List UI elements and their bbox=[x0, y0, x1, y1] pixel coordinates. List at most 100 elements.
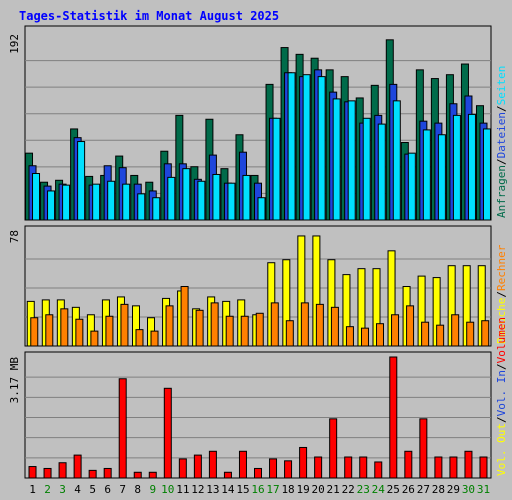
x-tick-label-day-5: 5 bbox=[89, 483, 96, 496]
bar-volumen-day-12 bbox=[193, 454, 202, 479]
bar-seiten-day-14 bbox=[227, 182, 236, 221]
bar-volumen-day-26 bbox=[404, 450, 413, 479]
bar-rechner-day-21 bbox=[330, 306, 339, 347]
legend-panel-3: Vol. Out/Vol. In/Volumen bbox=[495, 317, 508, 476]
x-tick-label-day-4: 4 bbox=[74, 483, 81, 496]
bar-rechner-day-8 bbox=[135, 329, 144, 347]
bar-volumen-day-29 bbox=[449, 456, 458, 479]
bar-rechner-day-22 bbox=[345, 326, 354, 347]
bar-volumen-day-14 bbox=[223, 471, 232, 479]
x-tick-label-day-22: 22 bbox=[342, 483, 355, 496]
bar-volumen-day-20 bbox=[314, 456, 323, 479]
bar-volumen-day-19 bbox=[299, 446, 308, 479]
bar-volumen-day-30 bbox=[464, 450, 473, 479]
y-axis-max-label: 192 bbox=[8, 34, 21, 54]
legend-separator: / bbox=[495, 291, 508, 298]
bar-rechner-day-28 bbox=[436, 324, 445, 347]
bar-volumen-day-25 bbox=[389, 356, 398, 479]
bar-seiten-day-2 bbox=[47, 190, 56, 221]
bar-seiten-day-17 bbox=[272, 117, 281, 221]
x-tick-label-day-25: 25 bbox=[387, 483, 400, 496]
bar-seiten-day-1 bbox=[32, 173, 41, 221]
bar-rechner-day-20 bbox=[315, 303, 324, 347]
bar-rechner-day-23 bbox=[360, 327, 369, 347]
x-tick-label-day-24: 24 bbox=[372, 483, 386, 496]
bar-volumen-day-21 bbox=[329, 418, 338, 479]
bar-seiten-day-27 bbox=[422, 129, 431, 221]
bar-rechner-day-27 bbox=[421, 321, 430, 347]
y-axis-max-label: 78 bbox=[8, 230, 21, 243]
x-tick-label-day-3: 3 bbox=[59, 483, 66, 496]
x-tick-label-day-14: 14 bbox=[221, 483, 235, 496]
bar-rechner-day-26 bbox=[406, 305, 415, 347]
x-tick-label-day-23: 23 bbox=[357, 483, 370, 496]
bar-seiten-day-23 bbox=[362, 117, 371, 221]
bar-volumen-day-28 bbox=[434, 456, 443, 479]
bar-rechner-day-3 bbox=[60, 308, 69, 347]
bar-volumen-day-15 bbox=[238, 450, 247, 479]
bar-seiten-day-7 bbox=[122, 183, 131, 221]
bar-volumen-day-4 bbox=[73, 454, 82, 479]
bar-volumen-day-13 bbox=[208, 450, 217, 479]
x-tick-label-day-12: 12 bbox=[191, 483, 204, 496]
bar-seiten-day-19 bbox=[302, 74, 311, 221]
bar-seiten-day-25 bbox=[392, 100, 401, 221]
bar-rechner-day-30 bbox=[466, 321, 475, 347]
bar-rechner-day-2 bbox=[45, 314, 54, 347]
x-tick-label-day-10: 10 bbox=[161, 483, 174, 496]
bar-volumen-day-1 bbox=[28, 466, 37, 479]
bar-volumen-day-10 bbox=[163, 387, 172, 479]
x-tick-label-day-28: 28 bbox=[432, 483, 445, 496]
x-tick-label-day-30: 30 bbox=[462, 483, 475, 496]
bar-volumen-day-9 bbox=[148, 471, 157, 479]
bar-rechner-day-18 bbox=[285, 320, 294, 347]
bar-volumen-day-17 bbox=[269, 458, 278, 479]
bar-rechner-day-6 bbox=[105, 315, 114, 347]
bar-rechner-day-14 bbox=[225, 315, 234, 347]
bar-rechner-day-9 bbox=[150, 330, 159, 347]
bar-rechner-day-5 bbox=[90, 330, 99, 347]
x-tick-label-day-6: 6 bbox=[104, 483, 111, 496]
bar-volumen-day-23 bbox=[359, 456, 368, 479]
bar-rechner-day-16 bbox=[255, 312, 264, 347]
panel-frame bbox=[24, 351, 492, 479]
bar-volumen-day-16 bbox=[254, 467, 262, 479]
bar-volumen-day-11 bbox=[178, 458, 187, 479]
bar-seiten-day-8 bbox=[137, 193, 146, 221]
x-tick-label-day-9: 9 bbox=[149, 483, 156, 496]
legend-separator: / bbox=[495, 158, 508, 165]
bar-rechner-day-10 bbox=[165, 305, 174, 347]
legend-item-volumen: Volumen bbox=[495, 317, 508, 363]
x-tick-label-day-17: 17 bbox=[266, 483, 279, 496]
bar-volumen-day-3 bbox=[58, 462, 67, 479]
bar-seiten-day-26 bbox=[407, 152, 416, 221]
x-tick-label-day-11: 11 bbox=[176, 483, 189, 496]
bar-volumen-day-18 bbox=[284, 460, 293, 479]
bar-seiten-day-3 bbox=[62, 184, 71, 221]
bar-seiten-day-15 bbox=[242, 174, 251, 221]
bar-seiten-day-31 bbox=[482, 128, 491, 221]
bar-seiten-day-18 bbox=[287, 72, 296, 221]
bar-volumen-day-27 bbox=[419, 418, 428, 479]
chart-panels: 192Anfragen/Dateien/Seiten78Besuche/Rech… bbox=[8, 25, 508, 479]
bar-seiten-day-9 bbox=[152, 197, 161, 221]
bar-volumen-day-6 bbox=[103, 467, 112, 479]
bar-seiten-day-12 bbox=[197, 180, 206, 221]
bar-rechner-day-17 bbox=[270, 302, 279, 347]
x-tick-label-day-19: 19 bbox=[296, 483, 309, 496]
panel-3: 3.17 MB Vol. Out/Vol. In/Volumen bbox=[8, 317, 508, 479]
bar-seiten-day-21 bbox=[332, 98, 341, 221]
legend-separator: / bbox=[495, 105, 508, 112]
bar-rechner-day-24 bbox=[376, 323, 385, 347]
legend-item-vol-out: Vol. Out bbox=[495, 423, 508, 476]
y-axis-max-label: 3.17 MB bbox=[8, 357, 21, 404]
bar-seiten-day-11 bbox=[182, 168, 191, 221]
x-axis-day-labels: 1 2 3 4 5 6 7 8 9 10 11 12 13 14 15 16 17 18 19 20 21 22 23 24 2… bbox=[29, 483, 490, 496]
x-tick-label-day-26: 26 bbox=[402, 483, 415, 496]
x-tick-label-day-16: 16 bbox=[251, 483, 264, 496]
bar-seiten-day-16 bbox=[257, 197, 266, 221]
x-tick-label-day-21: 21 bbox=[327, 483, 340, 496]
bar-volumen-day-31 bbox=[479, 456, 488, 479]
bar-seiten-day-6 bbox=[107, 180, 116, 221]
